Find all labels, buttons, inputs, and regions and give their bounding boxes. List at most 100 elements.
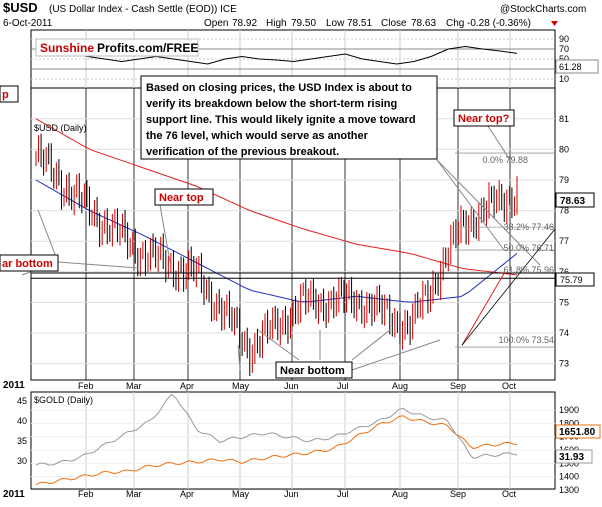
price-last-tag	[555, 192, 595, 208]
down-arrow-icon	[551, 21, 558, 26]
price-last-value: 78.63	[560, 196, 585, 207]
month-label: Sep	[450, 381, 466, 391]
gold-left-tick: 35	[17, 436, 27, 446]
watermark: @StockCharts.com	[500, 4, 586, 15]
rsi-series	[35, 45, 518, 65]
callout-line-5: verification of the previous breakout.	[146, 146, 339, 158]
month-label: Apr	[180, 381, 194, 391]
rsi-line	[35, 45, 518, 65]
callout-box	[140, 75, 438, 160]
axis-labels: Feb Feb Mar Mar Apr Apr May May Jun Jun Jul Jul Aug A…	[17, 34, 579, 499]
high-label: High	[266, 18, 287, 29]
month-label: May	[232, 381, 250, 391]
low-label: Low	[326, 18, 345, 29]
open-label: Open	[204, 18, 228, 29]
price-tick-label: 77	[559, 236, 569, 246]
month-label: Aug	[392, 489, 408, 499]
near-top-right-label: Near top?	[458, 113, 510, 125]
rsi-tick-label: 50	[559, 54, 569, 64]
pointer-line	[57, 261, 139, 269]
open-value: 78.92	[232, 18, 257, 29]
pointer-line	[237, 344, 241, 371]
gold-last-value: 1651.80	[559, 427, 596, 438]
gold-year-label: 2011	[3, 489, 25, 500]
quote-date: 6-Oct-2011	[3, 18, 53, 29]
ma50-line	[35, 179, 518, 303]
rsi-last-value: 61.28	[559, 62, 582, 72]
near-top-left-label: Near top	[159, 192, 204, 204]
fib-label-618: 61.8% 75.96	[503, 265, 554, 275]
rising-support-line	[461, 271, 506, 346]
month-label: Jun	[284, 489, 299, 499]
near-top-right-box	[453, 109, 515, 127]
price-tick-label: 75	[559, 297, 569, 307]
fib-label-50: 50.0% 76.71	[503, 243, 554, 253]
near-bottom-left-label: ar bottom	[2, 258, 53, 270]
near-bottom-mid-box	[275, 361, 353, 379]
gold-series	[35, 393, 518, 486]
month-label: Oct	[502, 489, 517, 499]
near-top-left-box	[154, 188, 214, 206]
pointer-line	[351, 329, 391, 361]
month-label: Feb	[78, 489, 94, 499]
fib-label-0: 0.0% 79.88	[482, 155, 528, 165]
grid	[31, 30, 555, 491]
candles	[35, 133, 518, 377]
rsi-tick-label: 10	[559, 74, 569, 84]
callout-line-4: the 76 level, which would serve as anoth…	[146, 130, 369, 142]
pointer-line	[159, 204, 171, 263]
gold-left-tick: 40	[17, 416, 27, 426]
low-value: 78.51	[347, 18, 372, 29]
logo-box	[35, 38, 199, 57]
support-value: 75.79	[560, 275, 583, 285]
logo-brand-red: Sunshine	[40, 41, 94, 55]
gold-panel	[30, 391, 556, 490]
gold-right-tick: 1400	[559, 472, 579, 482]
month-label: Feb	[78, 381, 94, 391]
near-bottom-mid-label: Near bottom	[280, 365, 345, 377]
price-tick-label: 78	[559, 206, 569, 216]
ma200-line	[35, 118, 518, 276]
chg-label: Chg	[446, 18, 464, 29]
month-label: Mar	[126, 381, 142, 391]
rsi-tick-label: 70	[559, 44, 569, 54]
top-left-cut-label: p	[2, 89, 9, 101]
price-panel-label: $USD (Daily)	[34, 123, 87, 133]
pointer-line	[351, 339, 441, 371]
month-label: Apr	[180, 489, 194, 499]
near-bottom-left-box	[0, 254, 59, 272]
pointer-line	[487, 125, 511, 161]
month-label: Jun	[284, 381, 299, 391]
gold-right-tick: 1800	[559, 418, 579, 428]
rsi-last-tag	[555, 59, 599, 74]
top-left-cut-box	[0, 85, 19, 103]
month-label: Jul	[337, 381, 349, 391]
other-last-value: 31.93	[559, 452, 584, 463]
price-tick-label: 74	[559, 328, 569, 338]
silver-line	[35, 393, 518, 466]
rising-support-line-2	[461, 228, 556, 346]
month-label: Mar	[126, 489, 142, 499]
rsi-tick-label: 90	[559, 34, 569, 44]
annotation-lines	[21, 125, 556, 371]
pointer-line	[436, 159, 505, 251]
chg-value: -0.28 (-0.36%)	[467, 18, 531, 29]
gold-panel-label: $GOLD (Daily)	[34, 395, 93, 405]
gold-last-tag	[555, 424, 601, 439]
logo-brand-rest: Profits.com/FREE	[97, 41, 198, 55]
symbol-title: $USD	[3, 0, 38, 15]
gold-left-tick: 45	[17, 396, 27, 406]
month-label: Aug	[392, 381, 408, 391]
moving-averages	[35, 118, 518, 303]
fib-label-100: 100.0% 73.54	[498, 335, 554, 345]
price-tick-label: 81	[559, 114, 569, 124]
gold-right-tick: 1300	[559, 485, 579, 495]
high-value: 79.50	[291, 18, 316, 29]
month-label: Oct	[502, 381, 517, 391]
pointer-line	[37, 209, 59, 263]
close-label: Close	[381, 18, 407, 29]
close-value: 78.63	[411, 18, 436, 29]
price-year-label: 2011	[3, 380, 25, 391]
